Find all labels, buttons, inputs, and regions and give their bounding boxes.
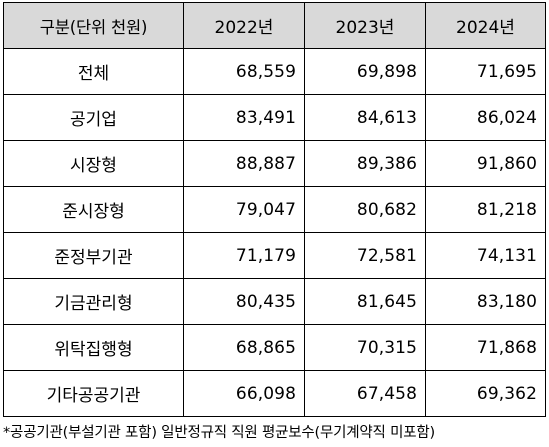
value-2022: 79,047 (183, 186, 305, 233)
value-2024: 86,024 (425, 94, 546, 141)
value-2024: 81,218 (425, 186, 546, 233)
value-2024: 83,180 (425, 278, 546, 325)
value-2023: 69,898 (304, 48, 426, 95)
table-row: 시장형 88,887 89,386 91,860 (3, 140, 546, 187)
header-year-2024: 2024년 (425, 2, 546, 49)
table-row: 준시장형 79,047 80,682 81,218 (3, 186, 546, 233)
value-2024: 71,695 (425, 48, 546, 95)
value-2022: 68,559 (183, 48, 305, 95)
value-2023: 84,613 (304, 94, 426, 141)
table-row: 위탁집행형 68,865 70,315 71,868 (3, 324, 546, 371)
value-2022: 83,491 (183, 94, 305, 141)
row-category: 기타공공기관 (3, 370, 184, 417)
value-2023: 67,458 (304, 370, 426, 417)
value-2023: 81,645 (304, 278, 426, 325)
row-category: 준시장형 (3, 186, 184, 233)
value-2022: 68,865 (183, 324, 305, 371)
header-year-2022: 2022년 (183, 2, 305, 49)
row-category: 준정부기관 (3, 232, 184, 279)
row-category: 시장형 (3, 140, 184, 187)
header-category: 구분(단위 천원) (3, 2, 184, 49)
value-2022: 71,179 (183, 232, 305, 279)
header-row: 구분(단위 천원) 2022년 2023년 2024년 (3, 2, 546, 49)
value-2024: 74,131 (425, 232, 546, 279)
value-2022: 66,098 (183, 370, 305, 417)
value-2024: 69,362 (425, 370, 546, 417)
value-2023: 80,682 (304, 186, 426, 233)
value-2024: 71,868 (425, 324, 546, 371)
table-row: 공기업 83,491 84,613 86,024 (3, 94, 546, 141)
row-category: 위탁집행형 (3, 324, 184, 371)
table-row: 기금관리형 80,435 81,645 83,180 (3, 278, 546, 325)
row-category: 공기업 (3, 94, 184, 141)
footnote: *공공기관(부설기관 포함) 일반정규직 직원 평균보수(무기계약직 미포함) (3, 425, 435, 441)
value-2024: 91,860 (425, 140, 546, 187)
value-2023: 89,386 (304, 140, 426, 187)
row-category: 전체 (3, 48, 184, 95)
value-2022: 80,435 (183, 278, 305, 325)
value-2022: 88,887 (183, 140, 305, 187)
row-category: 기금관리형 (3, 278, 184, 325)
value-2023: 70,315 (304, 324, 426, 371)
table-row: 기타공공기관 66,098 67,458 69,362 (3, 370, 546, 417)
table-row: 전체 68,559 69,898 71,695 (3, 48, 546, 95)
header-year-2023: 2023년 (304, 2, 426, 49)
table-row: 준정부기관 71,179 72,581 74,131 (3, 232, 546, 279)
salary-table: 구분(단위 천원) 2022년 2023년 2024년 전체 68,559 69… (3, 2, 546, 417)
value-2023: 72,581 (304, 232, 426, 279)
